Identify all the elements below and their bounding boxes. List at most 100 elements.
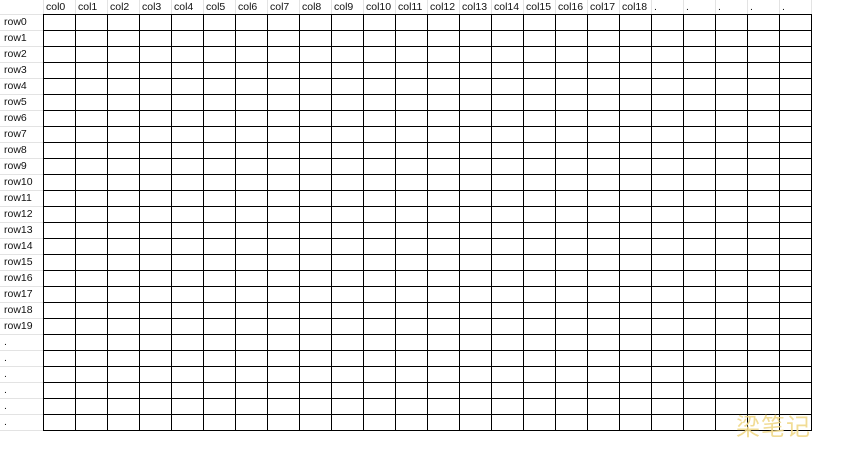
grid-cell[interactable] — [267, 398, 299, 414]
grid-cell[interactable] — [267, 238, 299, 254]
grid-cell[interactable] — [459, 14, 491, 30]
grid-cell[interactable] — [331, 254, 363, 270]
grid-cell[interactable] — [299, 14, 331, 30]
grid-cell[interactable] — [587, 254, 619, 270]
column-header[interactable]: col15 — [526, 1, 552, 13]
grid-cell[interactable] — [267, 382, 299, 398]
grid-cell[interactable] — [651, 238, 683, 254]
grid-cell[interactable] — [715, 142, 747, 158]
row-header[interactable]: . — [4, 416, 7, 428]
grid-cell[interactable] — [651, 190, 683, 206]
grid-cell[interactable] — [267, 46, 299, 62]
grid-cell[interactable] — [747, 30, 779, 46]
grid-cell[interactable] — [75, 206, 107, 222]
grid-cell[interactable] — [523, 14, 555, 30]
grid-cell[interactable] — [363, 142, 395, 158]
grid-cell[interactable] — [747, 190, 779, 206]
grid-cell[interactable] — [75, 30, 107, 46]
grid-cell[interactable] — [235, 334, 267, 350]
grid-cell[interactable] — [427, 366, 459, 382]
grid-cell[interactable] — [171, 190, 203, 206]
grid-cell[interactable] — [139, 30, 171, 46]
grid-cell[interactable] — [459, 110, 491, 126]
grid-cell[interactable] — [651, 158, 683, 174]
grid-cell[interactable] — [715, 350, 747, 366]
grid-cell[interactable] — [395, 398, 427, 414]
grid-cell[interactable] — [203, 142, 235, 158]
grid-cell[interactable] — [299, 142, 331, 158]
grid-cell[interactable] — [683, 286, 715, 302]
grid-cell[interactable] — [619, 46, 651, 62]
grid-cell[interactable] — [395, 318, 427, 334]
grid-cell[interactable] — [203, 110, 235, 126]
grid-cell[interactable] — [139, 174, 171, 190]
grid-cell[interactable] — [491, 302, 523, 318]
grid-cell[interactable] — [331, 14, 363, 30]
grid-cell[interactable] — [267, 174, 299, 190]
grid-cell[interactable] — [459, 190, 491, 206]
grid-cell[interactable] — [235, 190, 267, 206]
grid-cell[interactable] — [747, 222, 779, 238]
grid-cell[interactable] — [779, 190, 811, 206]
grid-cell[interactable] — [171, 286, 203, 302]
grid-cell[interactable] — [683, 110, 715, 126]
grid-cell[interactable] — [683, 382, 715, 398]
grid-cell[interactable] — [75, 254, 107, 270]
grid-cell[interactable] — [523, 350, 555, 366]
grid-cell[interactable] — [651, 46, 683, 62]
grid-cell[interactable] — [107, 30, 139, 46]
grid-cell[interactable] — [715, 94, 747, 110]
grid-cell[interactable] — [491, 46, 523, 62]
grid-cell[interactable] — [75, 78, 107, 94]
grid-cell[interactable] — [203, 30, 235, 46]
grid-cell[interactable] — [491, 190, 523, 206]
grid-cell[interactable] — [363, 158, 395, 174]
grid-cell[interactable] — [555, 366, 587, 382]
grid-cell[interactable] — [491, 78, 523, 94]
grid-cell[interactable] — [459, 158, 491, 174]
row-header[interactable]: row9 — [4, 160, 27, 172]
grid-cell[interactable] — [651, 142, 683, 158]
grid-cell[interactable] — [587, 110, 619, 126]
grid-cell[interactable] — [683, 78, 715, 94]
grid-cell[interactable] — [299, 254, 331, 270]
grid-cell[interactable] — [43, 270, 75, 286]
grid-cell[interactable] — [427, 158, 459, 174]
grid-cell[interactable] — [587, 286, 619, 302]
grid-cell[interactable] — [427, 14, 459, 30]
grid-cell[interactable] — [203, 382, 235, 398]
grid-cell[interactable] — [139, 78, 171, 94]
grid-cell[interactable] — [523, 398, 555, 414]
grid-cell[interactable] — [43, 366, 75, 382]
grid-cell[interactable] — [171, 350, 203, 366]
grid-cell[interactable] — [619, 414, 651, 430]
grid-cell[interactable] — [331, 110, 363, 126]
grid-cell[interactable] — [427, 78, 459, 94]
grid-cell[interactable] — [427, 286, 459, 302]
grid-cell[interactable] — [619, 78, 651, 94]
grid-cell[interactable] — [139, 94, 171, 110]
column-header[interactable]: . — [654, 1, 657, 13]
grid-cell[interactable] — [363, 286, 395, 302]
grid-cell[interactable] — [139, 334, 171, 350]
grid-cell[interactable] — [747, 94, 779, 110]
grid-cell[interactable] — [363, 238, 395, 254]
grid-cell[interactable] — [235, 254, 267, 270]
grid-cell[interactable] — [331, 286, 363, 302]
grid-cell[interactable] — [491, 414, 523, 430]
grid-cell[interactable] — [331, 334, 363, 350]
grid-cell[interactable] — [459, 46, 491, 62]
grid-cell[interactable] — [619, 190, 651, 206]
grid-cell[interactable] — [747, 206, 779, 222]
grid-cell[interactable] — [555, 238, 587, 254]
grid-cell[interactable] — [395, 286, 427, 302]
grid-cell[interactable] — [619, 302, 651, 318]
grid-cell[interactable] — [459, 30, 491, 46]
grid-cell[interactable] — [683, 14, 715, 30]
grid-cell[interactable] — [715, 30, 747, 46]
grid-cell[interactable] — [683, 206, 715, 222]
grid-cell[interactable] — [619, 398, 651, 414]
grid-cell[interactable] — [331, 302, 363, 318]
grid-cell[interactable] — [523, 222, 555, 238]
grid-cell[interactable] — [43, 238, 75, 254]
